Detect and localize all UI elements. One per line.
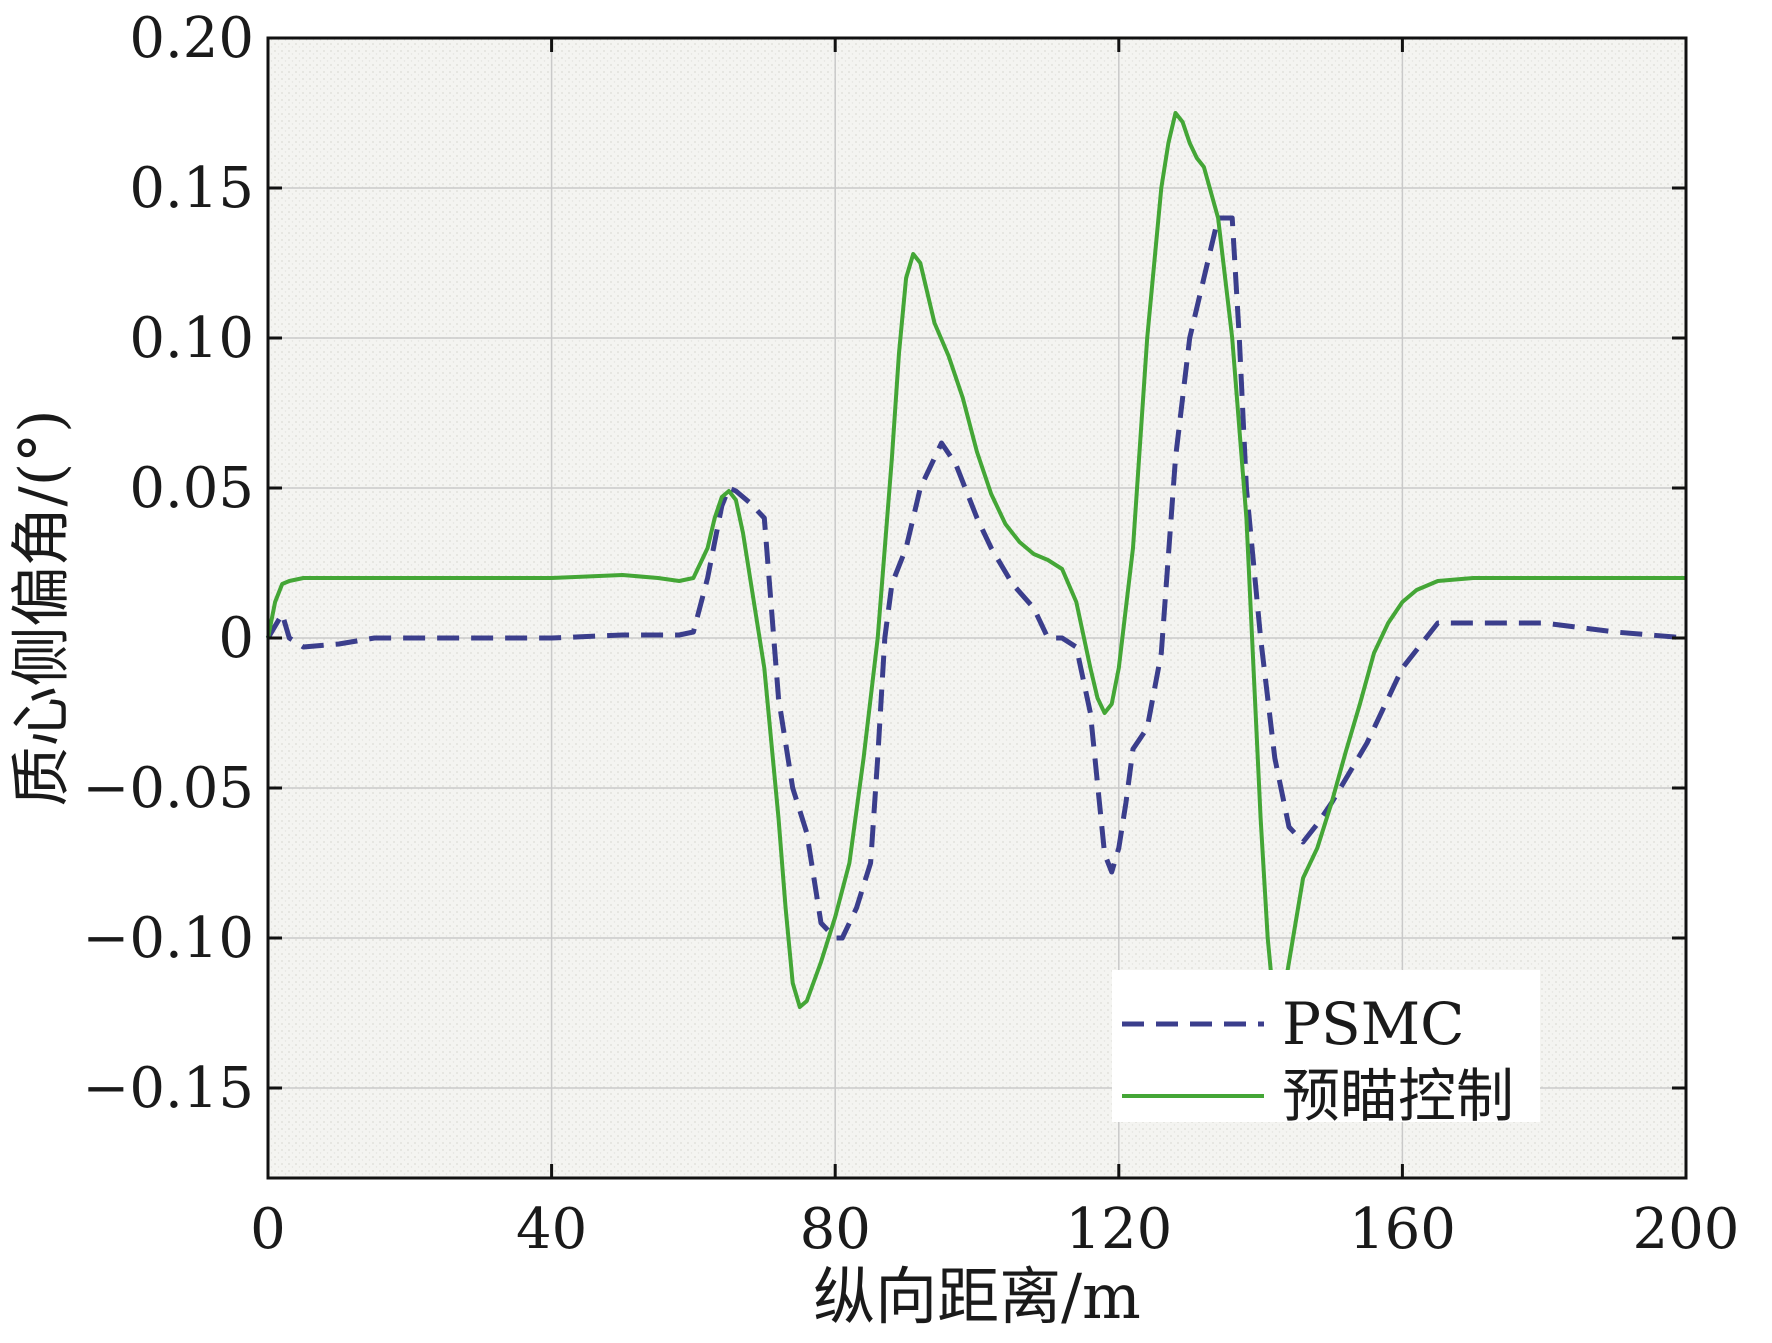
x-tick-label: 120 (1065, 1197, 1172, 1262)
y-tick-label: 0.15 (129, 156, 254, 221)
y-tick-label: 0.10 (129, 306, 254, 371)
y-tick-label: −0.05 (82, 756, 254, 821)
x-tick-label: 40 (516, 1197, 587, 1262)
ticks (266, 36, 1688, 1178)
legend-label: PSMC (1282, 990, 1465, 1058)
legend-label: 预瞄控制 (1282, 1062, 1514, 1130)
y-tick-label: −0.10 (82, 906, 254, 971)
x-tick-label: 0 (250, 1197, 286, 1262)
y-tick-label: 0 (218, 606, 254, 671)
y-tick-label: 0.20 (129, 6, 254, 71)
y-tick-label: 0.05 (129, 456, 254, 521)
grid (268, 38, 1686, 1178)
x-tick-label: 160 (1349, 1197, 1456, 1262)
series-line-psmc (265, 215, 1687, 941)
x-tick-label: 200 (1633, 1197, 1740, 1262)
y-axis-label: 质心侧偏角/(°) (7, 409, 77, 806)
x-tick-label: 80 (800, 1197, 871, 1262)
x-axis-label: 纵向距离/m (813, 1260, 1141, 1333)
y-tick-label: −0.15 (82, 1056, 254, 1121)
plot-frame (266, 36, 1688, 1180)
